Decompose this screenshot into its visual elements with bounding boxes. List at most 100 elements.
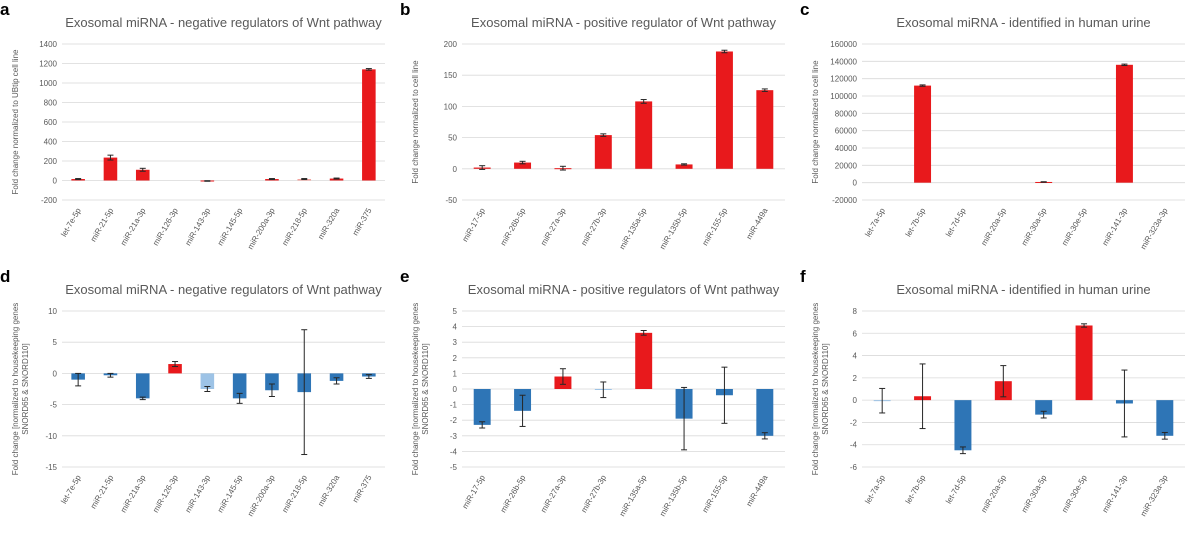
- x-tick-label: miR-375: [351, 473, 374, 504]
- y-tick-label: 50: [448, 134, 457, 143]
- y-tick-label: -2: [450, 416, 458, 425]
- x-tick-label: miR-320a: [316, 473, 341, 508]
- y-tick-label: 140000: [830, 57, 857, 66]
- panel-f: f Exosomal miRNA - identified in human u…: [800, 267, 1200, 534]
- panel-label: b: [400, 0, 411, 19]
- bar: [1075, 325, 1093, 401]
- y-tick-label: 0: [453, 385, 458, 394]
- x-tick-label: miR-218-5p: [280, 206, 309, 247]
- panel-label: c: [800, 0, 810, 19]
- panel-label: f: [800, 267, 806, 286]
- y-tick-label: 1200: [39, 60, 57, 69]
- chart-f: Exosomal miRNA - identified in human uri…: [811, 282, 1185, 518]
- y-tick-label: 2: [453, 354, 458, 363]
- bar: [329, 373, 344, 381]
- bar: [103, 157, 118, 181]
- x-tick-label: miR-126-3p: [151, 206, 180, 247]
- x-tick-label: let-7b-5p: [904, 473, 928, 505]
- y-tick-label: 80000: [835, 109, 858, 118]
- y-tick-label: 600: [44, 118, 58, 127]
- x-tick-label: miR-27a-3p: [539, 206, 568, 247]
- y-axis-label-line: Fold change [normalized to housekeeping …: [411, 303, 420, 476]
- y-tick-label: 60000: [835, 127, 858, 136]
- panel-label: a: [0, 0, 10, 19]
- chart-c: Exosomal miRNA - identified in human uri…: [811, 15, 1185, 251]
- y-tick-label: 1400: [39, 40, 57, 49]
- bar: [135, 373, 150, 399]
- y-tick-label: 8: [853, 307, 858, 316]
- y-tick-label: 5: [453, 307, 458, 316]
- y-tick-label: 120000: [830, 75, 857, 84]
- x-tick-label: let-7d-5p: [944, 206, 968, 238]
- y-tick-label: -4: [850, 441, 858, 450]
- bar: [473, 389, 491, 425]
- panel-b: b Exosomal miRNA - positive regulator of…: [400, 0, 800, 267]
- y-tick-label: 400: [44, 138, 58, 147]
- bar: [914, 85, 932, 183]
- x-tick-label: miR-30a-5p: [1020, 206, 1049, 247]
- y-tick-label: 4: [853, 352, 858, 361]
- y-tick-label: 100: [444, 102, 458, 111]
- x-tick-label: miR-145-5p: [216, 206, 245, 247]
- x-tick-label: miR-143-3p: [183, 206, 212, 247]
- y-tick-label: 150: [444, 71, 458, 80]
- y-tick-label: 1000: [39, 79, 57, 88]
- bar: [594, 135, 612, 169]
- y-axis-label-line: SNORD65 & SNORD110]: [21, 343, 30, 434]
- bar: [362, 69, 376, 181]
- bar: [135, 169, 150, 181]
- x-tick-label: miR-21a-3p: [119, 206, 148, 247]
- x-tick-label: let-7e-5p: [59, 473, 83, 505]
- y-tick-label: -6: [850, 463, 858, 472]
- y-tick-label: 6: [853, 329, 858, 338]
- x-tick-label: miR-375: [351, 206, 374, 237]
- x-tick-label: miR-21-5p: [89, 473, 116, 510]
- x-tick-label: miR-17-5p: [460, 206, 487, 243]
- bar: [168, 364, 182, 374]
- x-tick-label: miR-20a-5p: [979, 206, 1008, 247]
- panel-c: c Exosomal miRNA - identified in human u…: [800, 0, 1200, 267]
- chart-title: Exosomal miRNA - negative regulators of …: [65, 282, 382, 297]
- chart-title: Exosomal miRNA - identified in human uri…: [896, 282, 1150, 297]
- x-tick-label: miR-323a-3p: [1139, 473, 1170, 518]
- x-tick-label: miR-135b-5p: [658, 206, 689, 251]
- bar: [756, 389, 774, 436]
- x-tick-label: miR-135a-5p: [618, 473, 649, 518]
- bar: [200, 373, 215, 389]
- y-tick-label: -10: [45, 432, 57, 441]
- y-tick-label: 10: [48, 307, 57, 316]
- x-tick-label: let-7b-5p: [904, 206, 928, 238]
- y-tick-label: 0: [453, 165, 458, 174]
- bar: [756, 90, 774, 169]
- y-tick-label: 5: [53, 338, 58, 347]
- bar: [1115, 64, 1133, 183]
- x-tick-label: miR-27b-3p: [579, 473, 608, 514]
- x-tick-label: miR-155-5p: [700, 206, 729, 247]
- x-tick-label: miR-30e-5p: [1060, 206, 1089, 247]
- y-axis-label-line: SNORD65 & SNORD110]: [421, 343, 430, 434]
- y-tick-label: 800: [44, 99, 58, 108]
- x-tick-label: miR-126-3p: [151, 473, 180, 514]
- y-axis-label-line: SNORD65 & SNORD110]: [821, 343, 830, 434]
- x-tick-label: let-7a-5p: [863, 473, 887, 505]
- y-tick-label: 200: [444, 40, 458, 49]
- panel-d: d Exosomal miRNA - negative regulators o…: [0, 267, 400, 534]
- chart-e: Exosomal miRNA - positive regulators of …: [411, 282, 785, 518]
- y-tick-label: -3: [450, 432, 458, 441]
- y-tick-label: -5: [50, 401, 58, 410]
- y-tick-label: 0: [853, 179, 858, 188]
- x-tick-label: miR-26b-5p: [499, 473, 528, 514]
- y-tick-label: 4: [453, 323, 458, 332]
- y-tick-label: 0: [53, 369, 58, 378]
- y-axis-label: Fold change normalized to cell line: [411, 60, 420, 184]
- y-tick-label: 1: [453, 369, 458, 378]
- x-tick-label: miR-141-3p: [1100, 206, 1129, 247]
- y-tick-label: 2: [853, 374, 858, 383]
- y-tick-label: -2: [850, 418, 858, 427]
- y-axis-label: Fold change [normalized to housekeeping …: [411, 303, 430, 476]
- panel-a: a Exosomal miRNA - negative regulators o…: [0, 0, 400, 267]
- chart-a: Exosomal miRNA - negative regulators of …: [11, 15, 385, 251]
- bar: [954, 400, 972, 451]
- x-tick-label: miR-320a: [316, 206, 341, 241]
- x-tick-label: miR-143-3p: [183, 473, 212, 514]
